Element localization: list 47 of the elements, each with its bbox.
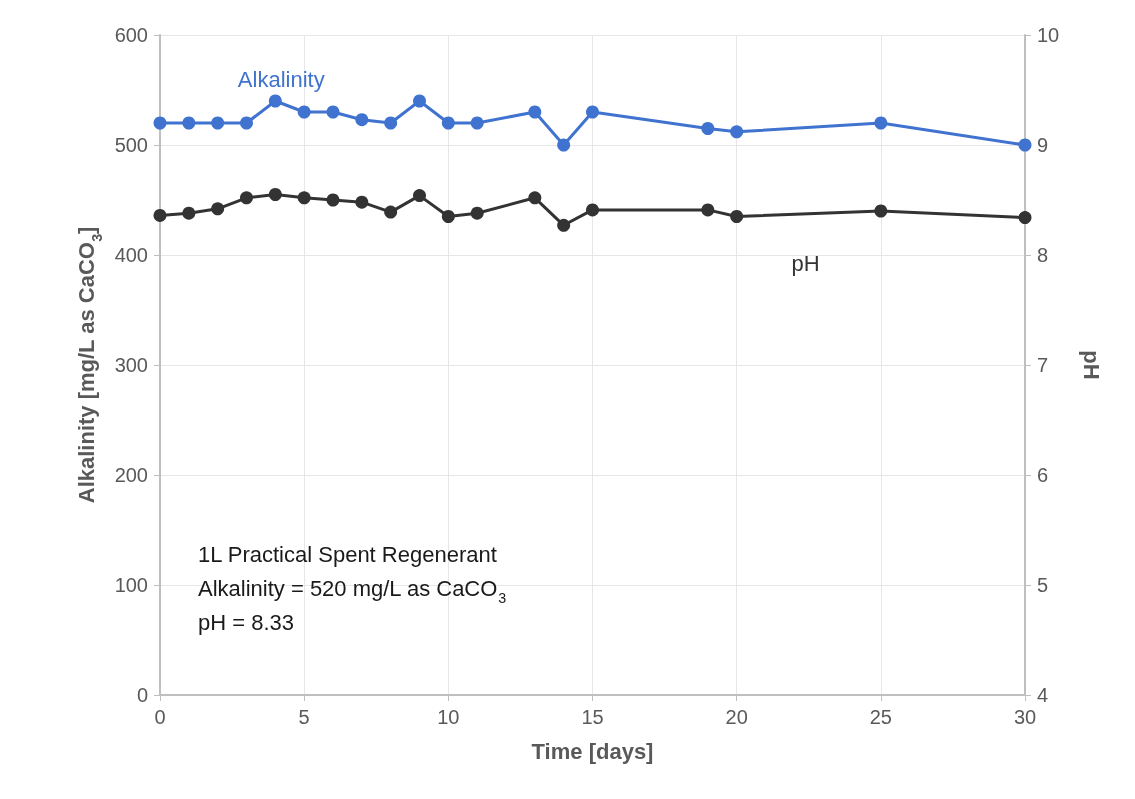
point: [528, 105, 542, 119]
point: [297, 105, 311, 119]
x-tick-label: 20: [725, 706, 748, 728]
y2-tick-label: 10: [1037, 24, 1060, 46]
x-axis-title: Time [days]: [531, 738, 654, 764]
y2-axis-title: pH: [1078, 350, 1104, 380]
annotation: pH = 8.33: [198, 609, 295, 635]
y-axis-title: Alkalinity [mg/L as CaCO3]: [74, 226, 105, 504]
x-tick-label: 5: [298, 706, 310, 728]
x-tick-label: 25: [869, 706, 892, 728]
point: [874, 116, 888, 130]
point: [586, 105, 599, 119]
point: [413, 94, 426, 108]
y-tick-label: 600: [114, 24, 148, 46]
y2-tick-label: 6: [1037, 464, 1049, 486]
y-tick-label: 500: [114, 134, 148, 156]
point: [384, 116, 398, 130]
y2-tick-label: 8: [1037, 244, 1049, 266]
y2-tick-label: 5: [1037, 574, 1049, 596]
point: [355, 113, 369, 127]
point: [153, 116, 167, 130]
x-tick-label: 15: [581, 706, 604, 728]
y-tick-label: 400: [114, 244, 148, 266]
annotation: 1L Practical Spent Regenerant: [198, 541, 497, 567]
point: [441, 116, 455, 130]
point: [240, 116, 253, 130]
point: [470, 116, 484, 130]
y-tick-label: 0: [136, 684, 148, 706]
y-tick-label: 300: [114, 354, 148, 376]
series-label: pH: [791, 251, 820, 277]
point: [211, 116, 225, 130]
point: [268, 94, 282, 108]
series-label: Alkalinity: [237, 66, 325, 92]
point: [701, 122, 715, 135]
y2-tick-label: 9: [1037, 134, 1049, 156]
point: [182, 116, 196, 130]
y2-tick-label: 4: [1037, 684, 1049, 706]
y2-tick-label: 7: [1037, 354, 1049, 376]
x-tick-label: 10: [437, 706, 460, 728]
point: [730, 125, 744, 139]
point: [557, 138, 571, 152]
x-tick-label: 0: [154, 706, 166, 728]
point: [1018, 138, 1032, 152]
x-tick-label: 30: [1013, 706, 1037, 728]
point: [326, 105, 340, 119]
y-tick-label: 200: [114, 464, 148, 486]
y-tick-label: 100: [114, 574, 148, 596]
